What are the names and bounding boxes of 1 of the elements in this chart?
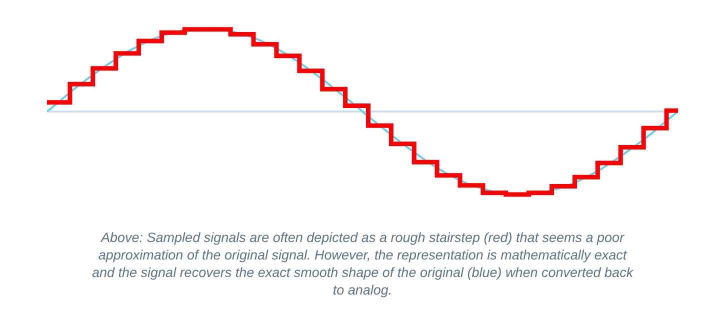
text: Above: Sampled signals are often depicted as a rough stairstep (red) that seems a poor approximation of the original signal. However, the representation is mathematically exact and the signal recovers the exact smooth shape of the original (blue) when converted back to analog. [92, 230, 634, 298]
